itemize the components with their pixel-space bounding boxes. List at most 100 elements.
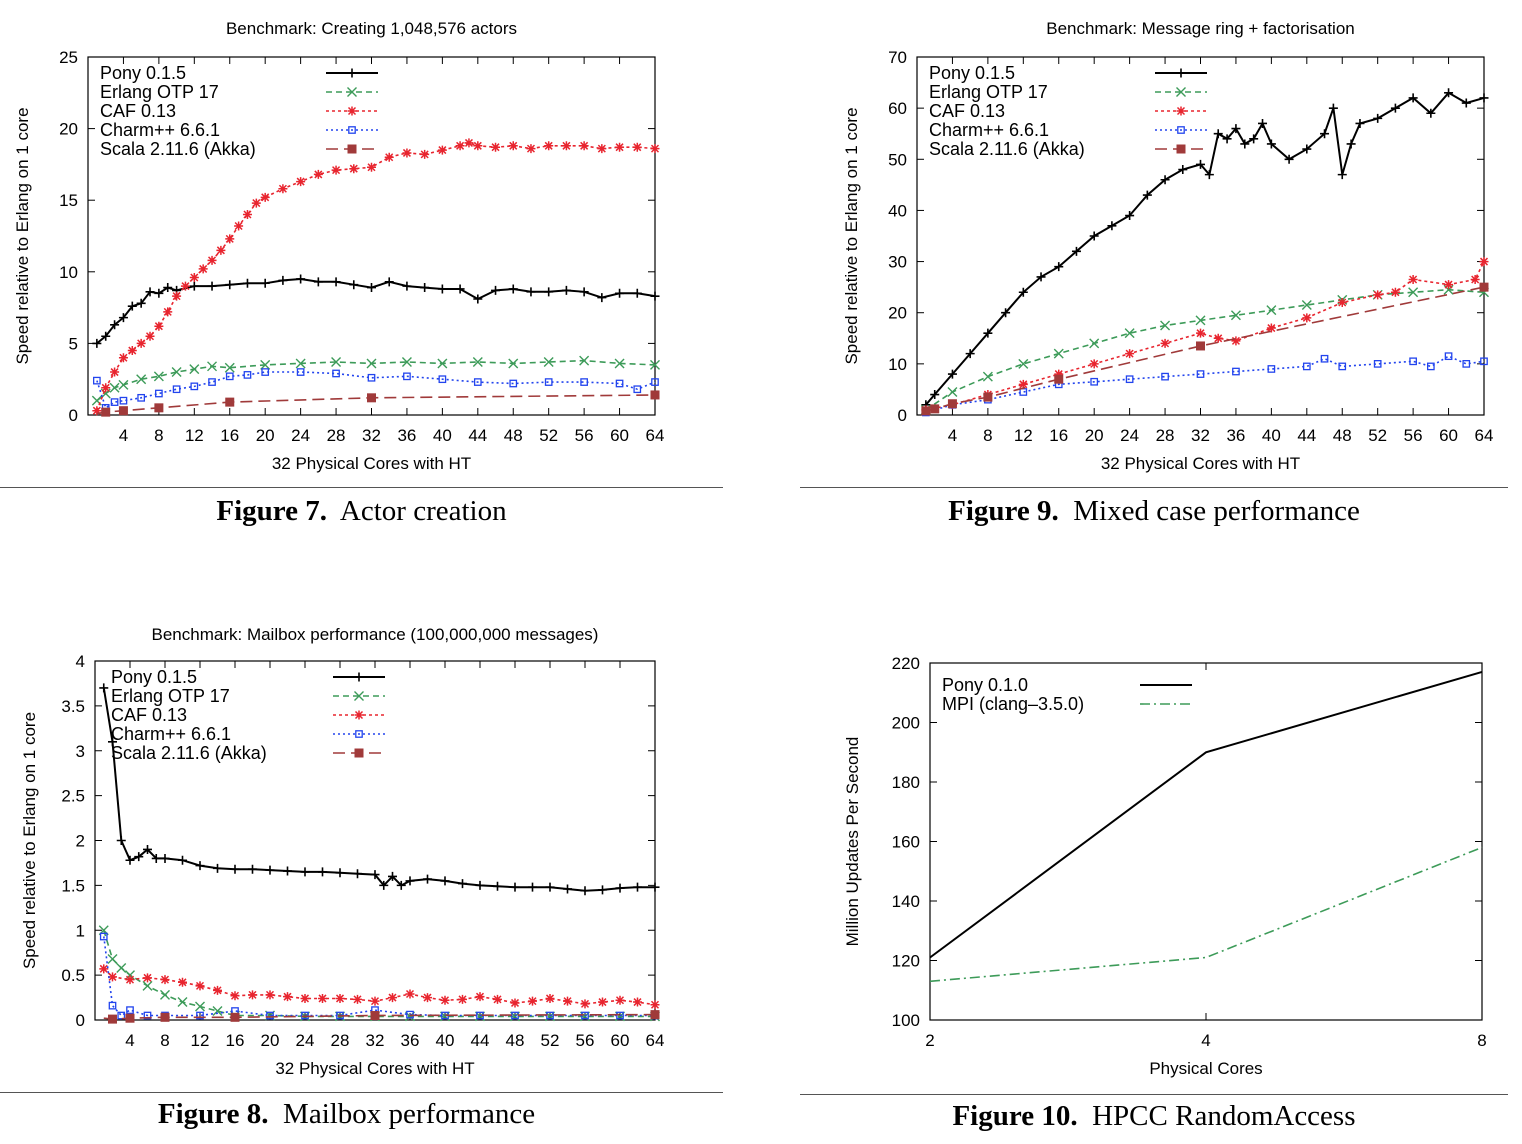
- data-point: [1178, 165, 1188, 175]
- data-point: [1461, 98, 1471, 108]
- data-point: [171, 367, 182, 378]
- x-tick-label: 4: [948, 426, 957, 445]
- data-point: [650, 882, 660, 892]
- data-point: [1089, 231, 1099, 241]
- data-point: [1089, 338, 1100, 349]
- data-point: [405, 989, 415, 999]
- series-line: [96, 371, 656, 410]
- x-tick-label: 24: [1120, 426, 1139, 445]
- data-point: [473, 378, 482, 386]
- data-point: [1408, 287, 1419, 298]
- x-axis-label: 32 Physical Cores with HT: [272, 454, 471, 473]
- data-point: [561, 285, 571, 295]
- data-point: [136, 298, 146, 308]
- data-point: [1337, 170, 1347, 180]
- data-point: [1355, 118, 1365, 128]
- chart-hpcc-randomaccess: 100 120 140 160 180 200 220 2 4 8 Physical Cores Mi…: [843, 654, 1487, 1078]
- data-point: [355, 730, 363, 738]
- data-point: [1125, 349, 1135, 359]
- x-tick-label: 60: [1439, 426, 1458, 445]
- y-tick-label: 60: [888, 99, 907, 118]
- data-point: [143, 973, 152, 983]
- x-tick-label: 12: [185, 426, 204, 445]
- data-point: [1408, 274, 1418, 284]
- chart-title: Benchmark: Creating 1,048,576 actors: [226, 19, 517, 38]
- data-point: [349, 164, 359, 174]
- data-point: [1231, 336, 1241, 346]
- data-point: [493, 994, 502, 1004]
- legend-label: MPI (clang–3.5.0): [942, 694, 1084, 714]
- data-point: [633, 997, 642, 1007]
- data-point: [160, 975, 170, 985]
- y-tick-label: 70: [888, 48, 907, 67]
- x-tick-label: 40: [436, 1031, 455, 1050]
- data-point: [195, 981, 205, 991]
- x-tick-label: 28: [331, 1031, 350, 1050]
- y-tick-label: 0.5: [61, 966, 85, 985]
- data-point: [1071, 246, 1081, 256]
- series-pony: [929, 670, 1483, 959]
- data-point: [1258, 118, 1268, 128]
- data-point: [561, 141, 571, 151]
- series-line: [103, 968, 656, 1006]
- data-point: [366, 358, 377, 369]
- data-point: [108, 1014, 117, 1024]
- data-point: [455, 284, 465, 294]
- data-point: [405, 876, 415, 886]
- y-tick-label: 50: [888, 150, 907, 169]
- data-point: [1373, 290, 1383, 300]
- data-point: [438, 375, 447, 384]
- y-tick-label: 0: [898, 406, 907, 425]
- data-point: [440, 876, 450, 886]
- data-point: [367, 162, 376, 172]
- x-tick-label: 20: [1085, 426, 1104, 445]
- data-point: [1480, 357, 1488, 366]
- x-tick-label: 40: [1262, 426, 1281, 445]
- chart-title: Benchmark: Message ring + factorisation: [1046, 19, 1355, 38]
- data-point: [178, 977, 187, 987]
- data-point: [563, 884, 572, 894]
- data-point: [125, 1013, 135, 1023]
- x-tick-label: 24: [291, 426, 310, 445]
- data-point: [472, 357, 483, 368]
- data-point: [163, 283, 173, 293]
- y-tick-label: 140: [892, 892, 920, 911]
- x-tick-label: 52: [1368, 426, 1387, 445]
- data-point: [1196, 370, 1205, 378]
- data-point: [137, 393, 146, 402]
- data-point: [195, 1001, 205, 1012]
- data-point: [266, 1011, 274, 1020]
- figure-10-caption: Figure 10. HPCC RandomAccess: [800, 1100, 1508, 1133]
- series-scala: [921, 282, 1489, 416]
- data-point: [633, 882, 642, 892]
- data-point: [367, 373, 376, 382]
- data-point: [1479, 257, 1489, 267]
- data-point: [598, 997, 607, 1007]
- series-line: [96, 142, 656, 411]
- data-point: [615, 288, 625, 298]
- data-point: [396, 880, 406, 890]
- x-tick-label: 48: [504, 426, 523, 445]
- y-tick-label: 20: [888, 304, 907, 323]
- series-pony: [921, 88, 1489, 410]
- data-point: [347, 144, 357, 154]
- data-point: [1373, 360, 1382, 368]
- legend-label: Erlang OTP 17: [100, 82, 219, 102]
- data-point: [225, 372, 234, 381]
- data-point: [650, 359, 660, 370]
- y-axis-label: Speed relative to Erlang on 1 core: [842, 107, 861, 364]
- data-point: [283, 992, 292, 1002]
- data-point: [225, 397, 235, 407]
- data-point: [1107, 221, 1117, 231]
- data-point: [225, 280, 235, 290]
- data-point: [1125, 375, 1134, 384]
- data-point: [196, 1011, 204, 1020]
- data-point: [177, 997, 188, 1008]
- data-point: [1409, 357, 1417, 366]
- data-point: [1338, 362, 1347, 371]
- legend-label: Erlang OTP 17: [111, 686, 230, 706]
- x-tick-label: 4: [125, 1031, 134, 1050]
- data-point: [651, 378, 659, 386]
- series-line: [929, 670, 1483, 959]
- x-tick-label: 52: [539, 426, 558, 445]
